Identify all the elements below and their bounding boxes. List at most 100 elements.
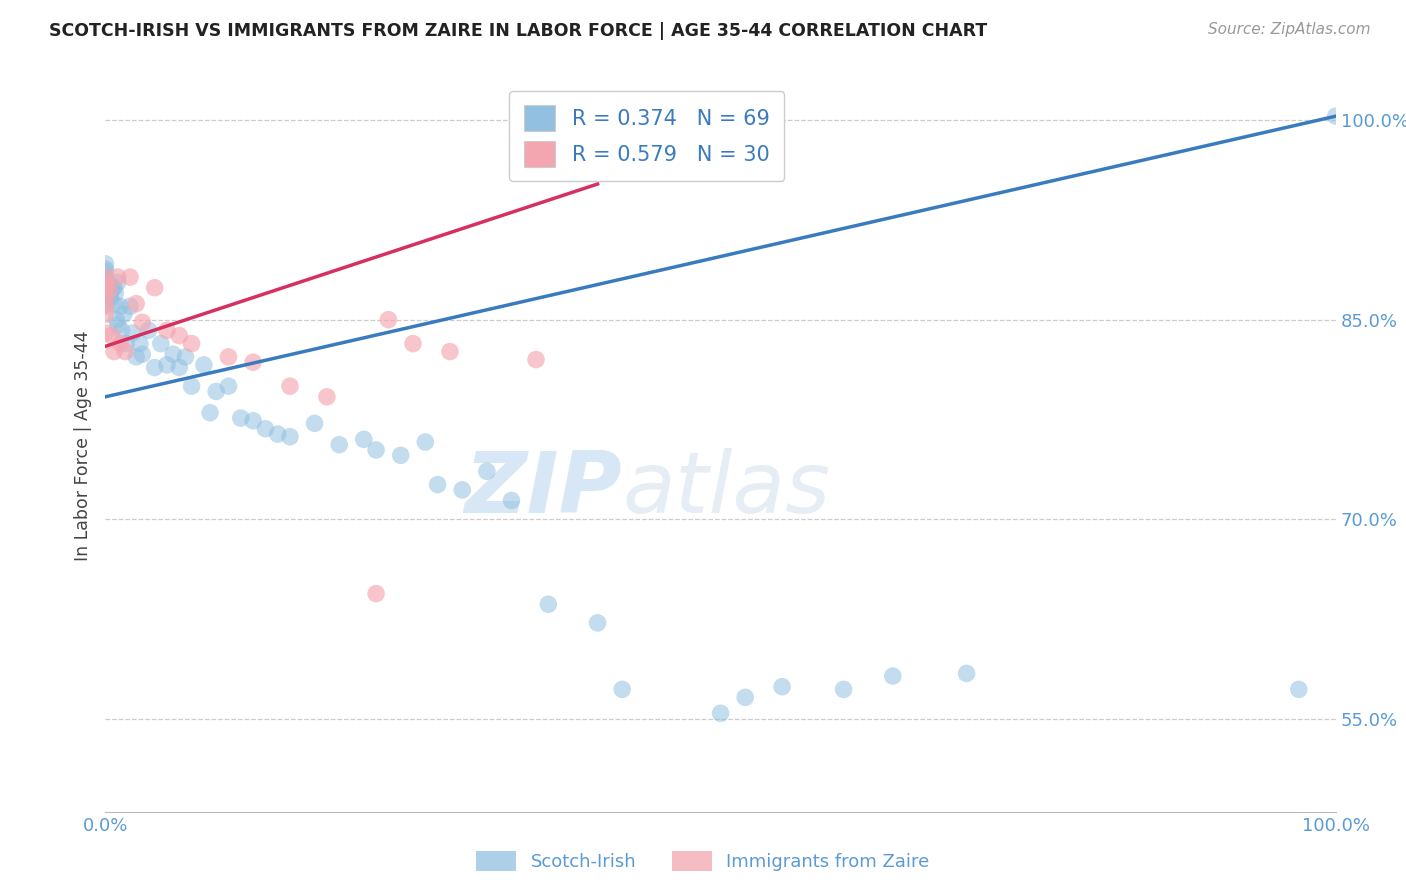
Point <box>98 292 122 306</box>
Point <box>205 384 228 399</box>
Legend: Scotch-Irish, Immigrants from Zaire: Scotch-Irish, Immigrants from Zaire <box>470 844 936 879</box>
Point <box>100 284 122 298</box>
Point <box>278 430 301 444</box>
Point <box>389 448 412 462</box>
Point <box>169 328 191 343</box>
Point <box>129 336 152 351</box>
Point <box>94 265 117 279</box>
Point <box>278 379 301 393</box>
Point <box>174 350 197 364</box>
Text: ZIP: ZIP <box>464 449 621 532</box>
Text: Source: ZipAtlas.com: Source: ZipAtlas.com <box>1208 22 1371 37</box>
Point <box>1288 682 1310 697</box>
Point <box>366 442 388 457</box>
Point <box>94 273 117 287</box>
Point <box>180 336 202 351</box>
Point <box>110 336 132 351</box>
Point <box>98 278 121 293</box>
Point <box>100 328 122 343</box>
Point <box>242 414 264 428</box>
Point <box>138 323 160 337</box>
Point <box>104 286 127 301</box>
Point <box>94 292 117 306</box>
Point <box>426 477 449 491</box>
Point <box>94 299 117 313</box>
Point <box>120 299 141 313</box>
Point <box>377 312 399 326</box>
Point <box>107 318 129 332</box>
Point <box>770 680 793 694</box>
Point <box>162 347 184 361</box>
Point <box>501 493 523 508</box>
Point <box>94 278 117 293</box>
Point <box>110 323 132 337</box>
Point <box>439 344 461 359</box>
Text: SCOTCH-IRISH VS IMMIGRANTS FROM ZAIRE IN LABOR FORCE | AGE 35-44 CORRELATION CHA: SCOTCH-IRISH VS IMMIGRANTS FROM ZAIRE IN… <box>49 22 987 40</box>
Point <box>832 682 855 697</box>
Point <box>180 379 202 393</box>
Point <box>131 347 153 361</box>
Text: atlas: atlas <box>621 449 830 532</box>
Point <box>353 433 375 447</box>
Point <box>94 262 117 277</box>
Point <box>169 360 191 375</box>
Legend: R = 0.374   N = 69, R = 0.579   N = 30: R = 0.374 N = 69, R = 0.579 N = 30 <box>509 91 785 181</box>
Point <box>734 690 756 705</box>
Point <box>402 336 425 351</box>
Point <box>586 615 609 630</box>
Point <box>956 666 979 681</box>
Point <box>198 406 221 420</box>
Point <box>103 296 125 310</box>
Point <box>524 352 547 367</box>
Point <box>94 281 117 295</box>
Point <box>98 278 122 293</box>
Point <box>94 276 117 290</box>
Point <box>94 270 117 285</box>
Point <box>193 358 215 372</box>
Point <box>125 350 148 364</box>
Point <box>156 358 179 372</box>
Point <box>475 464 498 478</box>
Point <box>229 411 252 425</box>
Point <box>94 281 117 295</box>
Point <box>94 281 117 295</box>
Point <box>315 390 337 404</box>
Point <box>103 344 125 359</box>
Point <box>1324 109 1347 123</box>
Point <box>267 427 290 442</box>
Point <box>304 417 326 431</box>
Point <box>107 276 129 290</box>
Point <box>94 286 117 301</box>
Point <box>115 336 138 351</box>
Point <box>94 257 117 271</box>
Point <box>110 299 132 313</box>
Point <box>114 344 136 359</box>
Point <box>610 682 633 697</box>
Point <box>107 270 129 285</box>
Point <box>218 350 240 364</box>
Point <box>882 669 904 683</box>
Point <box>328 438 350 452</box>
Point <box>94 296 117 310</box>
Point <box>254 422 277 436</box>
Point <box>98 284 121 298</box>
Point <box>366 586 388 600</box>
Point <box>101 281 124 295</box>
Point <box>218 379 240 393</box>
Point <box>105 312 128 326</box>
Point <box>121 326 143 340</box>
Point <box>98 289 121 303</box>
Point <box>94 307 117 321</box>
Point <box>537 597 560 611</box>
Y-axis label: In Labor Force | Age 35-44: In Labor Force | Age 35-44 <box>75 331 93 561</box>
Point <box>451 483 474 497</box>
Point <box>143 281 166 295</box>
Point <box>94 270 117 285</box>
Point <box>94 326 117 340</box>
Point <box>125 296 148 310</box>
Point <box>131 315 153 329</box>
Point <box>94 276 117 290</box>
Point <box>149 336 172 351</box>
Point <box>242 355 264 369</box>
Point <box>156 323 179 337</box>
